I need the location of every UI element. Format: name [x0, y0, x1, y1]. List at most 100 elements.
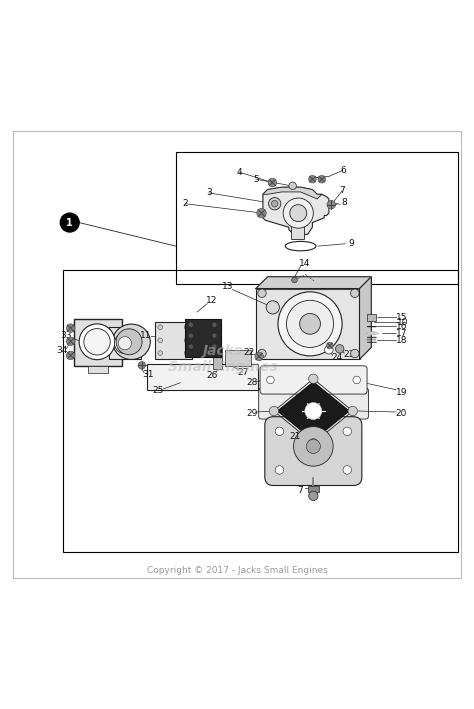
Text: 21: 21 [290, 432, 301, 442]
Text: 14: 14 [299, 259, 310, 267]
Text: 31: 31 [143, 370, 154, 379]
Text: 11: 11 [140, 331, 152, 340]
Circle shape [327, 342, 333, 349]
Circle shape [184, 338, 189, 342]
FancyBboxPatch shape [265, 417, 362, 486]
Text: 7: 7 [339, 186, 345, 196]
Text: 4: 4 [237, 167, 242, 177]
Circle shape [292, 277, 297, 283]
Bar [147, 364, 258, 390]
Bar [291, 223, 304, 239]
Circle shape [309, 491, 318, 501]
Circle shape [306, 440, 320, 454]
Text: 22: 22 [244, 348, 255, 357]
Circle shape [79, 324, 115, 359]
Text: 1: 1 [66, 218, 73, 228]
Circle shape [255, 352, 264, 361]
Circle shape [275, 427, 283, 435]
Circle shape [272, 201, 278, 207]
Polygon shape [366, 332, 378, 335]
Bar [256, 289, 359, 359]
Bar [308, 486, 319, 492]
Bar [213, 347, 222, 369]
Text: 20: 20 [396, 409, 407, 418]
Circle shape [268, 178, 277, 186]
Circle shape [309, 439, 318, 448]
Circle shape [184, 351, 189, 355]
Circle shape [343, 427, 352, 435]
Text: 32: 32 [115, 342, 126, 351]
Bar [185, 319, 220, 357]
Circle shape [212, 344, 217, 349]
Circle shape [66, 337, 75, 345]
Text: 33: 33 [61, 331, 72, 340]
Text: 28: 28 [246, 379, 257, 387]
Text: 23: 23 [343, 350, 355, 359]
Circle shape [60, 213, 79, 232]
Text: 10: 10 [397, 318, 409, 327]
Text: 29: 29 [246, 409, 257, 418]
Polygon shape [263, 187, 329, 235]
Circle shape [257, 208, 266, 218]
Polygon shape [256, 277, 371, 289]
Circle shape [283, 198, 313, 228]
Text: 27: 27 [237, 368, 249, 377]
Text: Copyright © 2017 - Jacks Small Engines: Copyright © 2017 - Jacks Small Engines [146, 566, 328, 575]
Circle shape [189, 333, 193, 338]
Text: 16: 16 [396, 322, 407, 330]
Circle shape [327, 201, 336, 209]
Circle shape [318, 175, 326, 183]
Bar [176, 152, 458, 284]
Circle shape [189, 323, 193, 327]
Bar [225, 350, 251, 367]
Circle shape [115, 333, 135, 354]
Ellipse shape [116, 329, 142, 354]
Bar [155, 321, 192, 359]
Text: 6: 6 [340, 166, 346, 174]
Text: 30: 30 [95, 332, 106, 341]
Text: 2: 2 [182, 199, 188, 208]
Circle shape [348, 406, 357, 415]
Circle shape [66, 351, 75, 359]
Circle shape [300, 313, 320, 334]
Circle shape [266, 301, 279, 314]
Circle shape [258, 289, 266, 298]
Circle shape [189, 344, 193, 349]
Text: 8: 8 [342, 199, 347, 207]
Text: 17: 17 [396, 329, 407, 337]
Circle shape [138, 362, 146, 369]
Text: 15: 15 [396, 313, 407, 322]
Text: 9: 9 [349, 239, 355, 248]
Circle shape [184, 325, 189, 330]
Polygon shape [263, 187, 322, 199]
Circle shape [269, 406, 279, 415]
Circle shape [267, 376, 274, 384]
Circle shape [325, 345, 333, 354]
Polygon shape [359, 277, 371, 359]
Text: 13: 13 [222, 281, 233, 291]
Circle shape [351, 289, 359, 298]
Text: 25: 25 [153, 386, 164, 396]
Circle shape [353, 376, 360, 384]
Circle shape [278, 292, 342, 356]
Bar [88, 367, 109, 374]
Circle shape [118, 337, 131, 350]
Circle shape [289, 182, 296, 189]
Text: 5: 5 [253, 174, 259, 184]
Polygon shape [277, 382, 349, 440]
Text: 7: 7 [297, 486, 303, 495]
Circle shape [309, 175, 316, 183]
Circle shape [66, 324, 75, 333]
Circle shape [336, 345, 344, 353]
Circle shape [305, 403, 322, 420]
Circle shape [343, 466, 352, 474]
Bar [109, 327, 141, 359]
Circle shape [293, 427, 333, 467]
Circle shape [269, 198, 281, 210]
Circle shape [290, 205, 307, 222]
Text: Jacks
Small Engines: Jacks Small Engines [168, 344, 278, 374]
Bar [366, 314, 376, 320]
Circle shape [158, 325, 163, 330]
FancyBboxPatch shape [259, 388, 368, 419]
Circle shape [275, 466, 283, 474]
